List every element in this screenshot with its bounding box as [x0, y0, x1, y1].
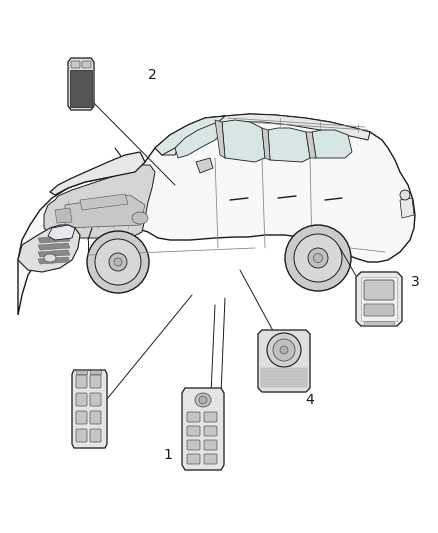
FancyBboxPatch shape — [82, 61, 91, 68]
FancyBboxPatch shape — [187, 412, 200, 422]
Ellipse shape — [132, 212, 148, 224]
Polygon shape — [38, 257, 70, 264]
Bar — [361, 277, 397, 321]
Bar — [261, 372, 307, 375]
Bar — [90, 370, 101, 374]
Polygon shape — [155, 116, 225, 155]
Bar — [261, 384, 307, 387]
Polygon shape — [400, 198, 414, 218]
FancyBboxPatch shape — [71, 61, 80, 68]
Ellipse shape — [95, 239, 141, 285]
Polygon shape — [18, 114, 415, 315]
Text: 1: 1 — [163, 448, 173, 462]
Polygon shape — [215, 120, 225, 158]
FancyBboxPatch shape — [90, 393, 101, 406]
FancyBboxPatch shape — [187, 426, 200, 436]
FancyBboxPatch shape — [76, 411, 87, 424]
Polygon shape — [38, 250, 70, 257]
Polygon shape — [44, 165, 155, 238]
Polygon shape — [80, 194, 128, 210]
FancyBboxPatch shape — [76, 429, 87, 442]
Bar — [261, 376, 307, 379]
FancyBboxPatch shape — [76, 375, 87, 388]
Ellipse shape — [280, 346, 288, 354]
Polygon shape — [18, 225, 80, 272]
Bar — [261, 380, 307, 383]
Ellipse shape — [44, 254, 56, 262]
FancyBboxPatch shape — [187, 454, 200, 464]
FancyBboxPatch shape — [204, 440, 217, 450]
Bar — [76, 370, 87, 374]
FancyBboxPatch shape — [76, 393, 87, 406]
Ellipse shape — [199, 396, 207, 404]
Polygon shape — [356, 272, 402, 326]
Bar — [364, 321, 394, 325]
FancyBboxPatch shape — [204, 426, 217, 436]
Bar — [261, 368, 307, 371]
Polygon shape — [312, 130, 352, 158]
Text: 2: 2 — [148, 68, 156, 82]
Polygon shape — [196, 158, 213, 173]
FancyBboxPatch shape — [364, 304, 394, 316]
FancyBboxPatch shape — [90, 429, 101, 442]
FancyBboxPatch shape — [90, 411, 101, 424]
Ellipse shape — [314, 254, 322, 262]
FancyBboxPatch shape — [187, 440, 200, 450]
FancyBboxPatch shape — [204, 412, 217, 422]
Polygon shape — [155, 114, 370, 155]
Ellipse shape — [308, 248, 328, 268]
Polygon shape — [182, 388, 224, 470]
Ellipse shape — [267, 333, 301, 367]
Ellipse shape — [114, 258, 122, 266]
Polygon shape — [50, 152, 145, 195]
Polygon shape — [38, 236, 70, 243]
Polygon shape — [262, 128, 270, 160]
Polygon shape — [175, 123, 225, 158]
Polygon shape — [68, 58, 94, 110]
Polygon shape — [65, 195, 145, 228]
Polygon shape — [70, 70, 92, 107]
Polygon shape — [222, 120, 265, 162]
Ellipse shape — [273, 339, 295, 361]
Ellipse shape — [87, 231, 149, 293]
Ellipse shape — [195, 393, 211, 407]
Text: 3: 3 — [411, 275, 419, 289]
Ellipse shape — [294, 234, 342, 282]
Polygon shape — [48, 225, 75, 240]
Polygon shape — [72, 370, 107, 448]
FancyBboxPatch shape — [204, 454, 217, 464]
Polygon shape — [268, 128, 310, 162]
Polygon shape — [306, 132, 316, 158]
Ellipse shape — [400, 190, 410, 200]
Ellipse shape — [285, 225, 351, 291]
Ellipse shape — [109, 253, 127, 271]
Polygon shape — [258, 330, 310, 392]
Polygon shape — [38, 243, 70, 250]
FancyBboxPatch shape — [90, 375, 101, 388]
Text: 4: 4 — [306, 393, 314, 407]
FancyBboxPatch shape — [364, 280, 394, 300]
Polygon shape — [55, 208, 72, 223]
